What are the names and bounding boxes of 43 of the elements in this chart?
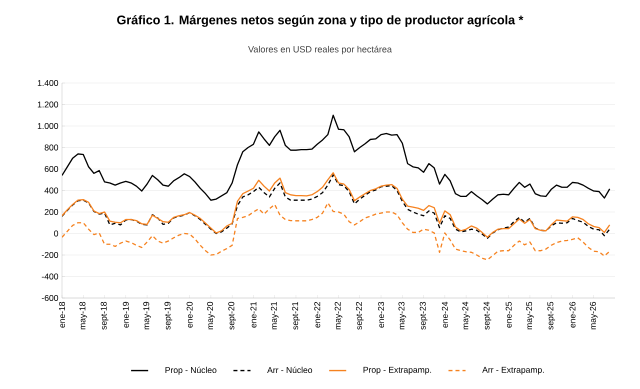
x-tick-label: ene-20: [186, 302, 193, 328]
x-tick-label: may-21: [270, 302, 279, 330]
y-tick-label: 400: [44, 188, 58, 194]
legend-label: Arr - Extrapamp.: [482, 366, 544, 375]
y-tick-label: -600: [42, 294, 58, 302]
x-tick-label: may-24: [462, 302, 470, 330]
x-tick-label: ene-25: [506, 302, 512, 328]
x-tick-label: ene-23: [378, 302, 384, 328]
x-tick-label: may-25: [526, 302, 534, 330]
x-tick-label: may-26: [590, 302, 598, 330]
x-tick-label: may-18: [79, 302, 88, 330]
y-tick-label: 600: [44, 166, 58, 172]
x-tick-label: ene-22: [314, 302, 320, 328]
y-tick-label: -400: [42, 273, 58, 280]
x-tick-label: sept-18: [100, 302, 108, 330]
x-tick-label: ene-26: [569, 302, 576, 328]
x-tick-label: sept-25: [547, 302, 556, 330]
y-tick-label: 1.400: [38, 80, 58, 86]
x-tick-label: sept-19: [164, 302, 172, 330]
x-tick-label: sept-24: [484, 302, 492, 330]
x-tick-label: may-23: [398, 302, 406, 330]
y-tick-label: 200: [44, 209, 58, 216]
x-tick-label: may-20: [207, 302, 215, 330]
chart-subtitle: Valores en USD reales por hectárea: [248, 46, 392, 54]
x-tick-label: sept-20: [228, 302, 236, 330]
x-tick-label: sept-23: [420, 302, 428, 330]
y-tick-label: 1.200: [38, 101, 58, 108]
x-tick-label: ene-19: [122, 302, 129, 328]
x-tick-label: sept-22: [356, 302, 364, 330]
y-tick-label: 800: [44, 144, 58, 151]
x-tick-label: may-19: [143, 302, 151, 330]
legend-label: Prop - Núcleo: [166, 366, 216, 375]
y-tick-label: 1.000: [38, 122, 58, 130]
x-tick-label: sept-21: [292, 302, 300, 330]
y-tick-label: 0: [54, 230, 58, 237]
x-tick-label: ene-24: [442, 302, 448, 328]
x-tick-label: ene-18: [59, 302, 66, 328]
x-tick-label: ene-21: [250, 302, 256, 328]
legend-label: Arr - Núcleo: [267, 366, 312, 374]
legend-label: Prop - Extrapamp.: [364, 366, 432, 375]
y-tick-label: -200: [42, 252, 58, 258]
x-tick-label: may-22: [334, 302, 342, 330]
chart-title: Gráfico 1. Márgenes netos según zona y tipo de productor agrícola *: [117, 15, 524, 27]
